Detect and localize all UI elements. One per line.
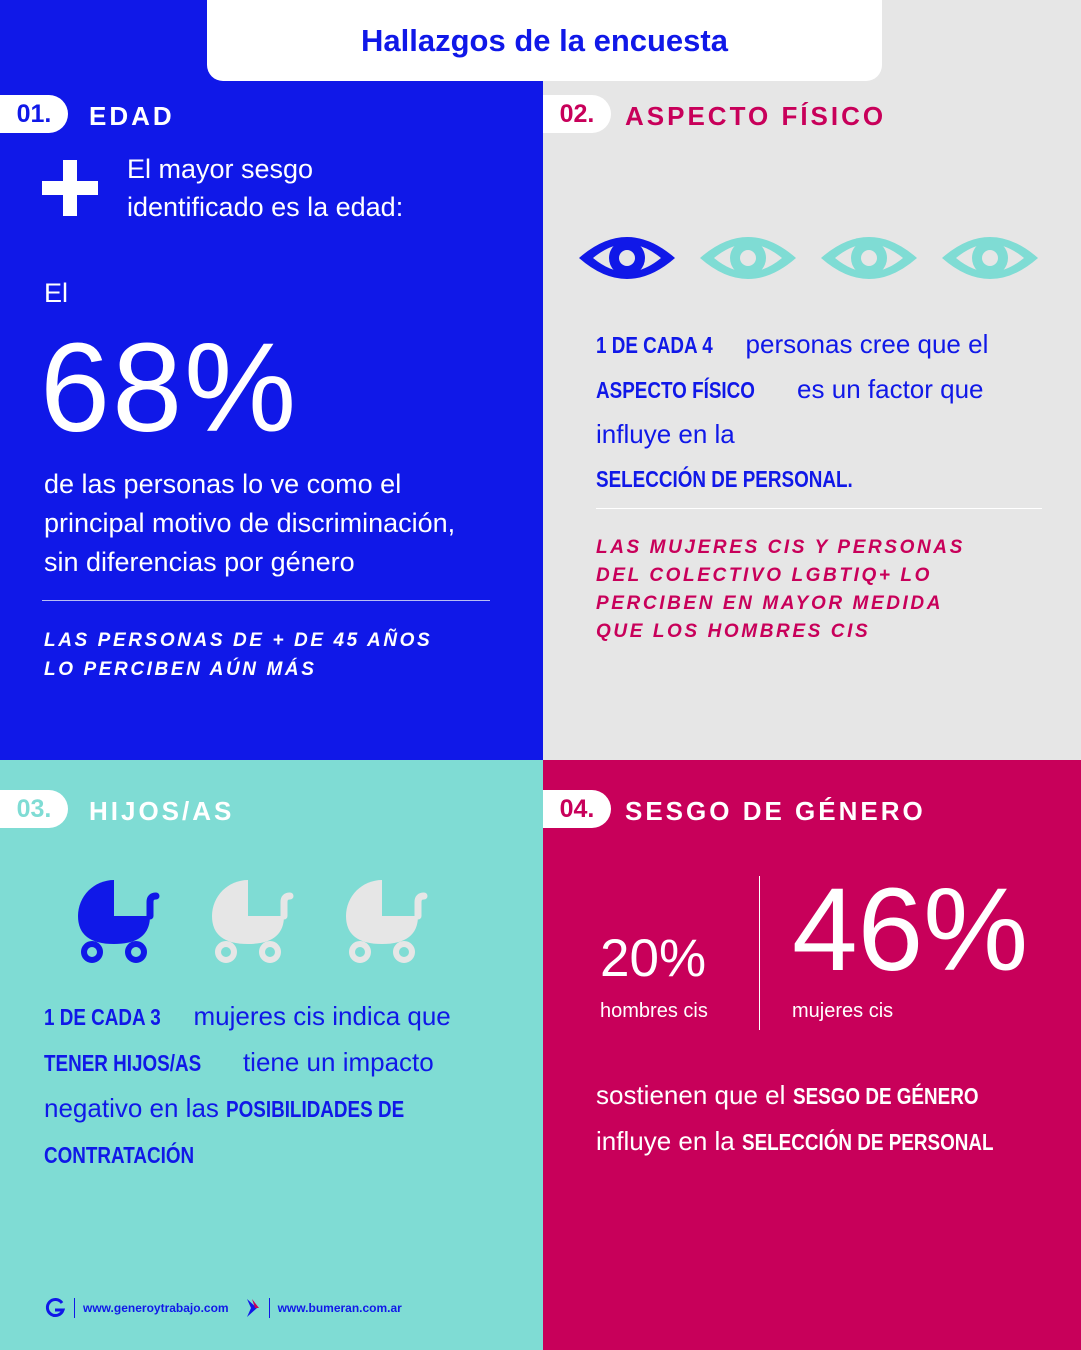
- divider: [596, 508, 1042, 509]
- section-number-01: 01.: [0, 95, 68, 133]
- aspecto-content: 1 DE CADA 4 personas cree que el ASPECTO…: [543, 0, 1081, 760]
- edad-lead-line: identificado es la edad:: [127, 192, 404, 222]
- section-number-02: 02.: [543, 95, 611, 133]
- edad-stat: 68%: [40, 317, 299, 458]
- section-title-hijos: HIJOS/AS: [89, 796, 235, 826]
- edad-lead-line: El mayor sesgo: [127, 154, 314, 184]
- text-span: es un factor que: [789, 374, 984, 404]
- aspecto-note-line: PERCIBEN EN MAYOR MEDIDA: [596, 593, 944, 614]
- edad-desc-line: principal motivo de discriminación,: [44, 508, 456, 538]
- edad-description: de las personas lo ve como el principal …: [44, 465, 524, 582]
- section-edad: [0, 0, 543, 760]
- section-hijos: [0, 760, 543, 1350]
- title-card: Hallazgos de la encuesta: [207, 0, 882, 81]
- edad-note-line: LO PERCIBEN AÚN MÁS: [44, 659, 317, 680]
- genero-text: sostienen que el SESGO DE GÉNERO influye…: [596, 1073, 1066, 1165]
- stroller-icon: [78, 880, 160, 963]
- highlight: SELECCIÓN DE PERSONAL.: [596, 466, 853, 492]
- generoytrabajo-logo-icon: [45, 1298, 66, 1317]
- stat-men: 20%: [600, 929, 707, 988]
- label-women: mujeres cis: [792, 1000, 894, 1022]
- highlight: SESGO DE GÉNERO: [792, 1083, 979, 1109]
- eye-icon: [821, 237, 917, 279]
- page-title: Hallazgos de la encuesta: [361, 22, 728, 58]
- section-title-genero: SESGO DE GÉNERO: [625, 796, 926, 826]
- highlight: 1 DE CADA 4: [596, 332, 713, 358]
- plus-icon: [42, 160, 98, 216]
- label-men: hombres cis: [600, 1000, 708, 1022]
- aspecto-note-line: DEL COLECTIVO LGBTIQ+ LO: [596, 565, 932, 586]
- footer-link-generoytrabajo[interactable]: www.generoytrabajo.com: [83, 1301, 229, 1315]
- stroller-icon: [346, 880, 428, 963]
- highlight: CONTRATACIÓN: [44, 1142, 195, 1168]
- edad-note: LAS PERSONAS DE + DE 45 AÑOS LO PERCIBEN…: [44, 626, 504, 684]
- edad-lead: El mayor sesgo identificado es la edad:: [127, 150, 507, 226]
- section-number-03: 03.: [0, 790, 68, 828]
- aspecto-note-line: QUE LOS HOMBRES CIS: [596, 621, 871, 642]
- highlight: ASPECTO FÍSICO: [596, 377, 755, 403]
- aspecto-text: 1 DE CADA 4 personas cree que el ASPECTO…: [596, 322, 1036, 501]
- text-span: mujeres cis indica que: [186, 1001, 451, 1031]
- aspecto-note: LAS MUJERES CIS Y PERSONAS DEL COLECTIVO…: [596, 534, 1016, 646]
- eye-icons: [579, 237, 1038, 279]
- edad-desc-line: sin diferencias por género: [44, 547, 355, 577]
- section-number-04: 04.: [543, 790, 611, 828]
- edad-desc-line: de las personas lo ve como el: [44, 469, 402, 499]
- hijos-text: 1 DE CADA 3 mujeres cis indica que TENER…: [44, 994, 504, 1178]
- stat-women: 46%: [792, 864, 1029, 996]
- divider: [42, 600, 490, 601]
- stroller-icons: [78, 880, 428, 963]
- highlight: 1 DE CADA 3: [44, 1004, 161, 1030]
- text-span: sostienen que el: [596, 1080, 793, 1110]
- section-title-edad: EDAD: [89, 101, 175, 131]
- divider: [759, 876, 760, 1030]
- footer: www.generoytrabajo.com www.bumeran.com.a…: [44, 1296, 418, 1320]
- section-aspecto-fisico: [543, 0, 1081, 760]
- stroller-icon: [212, 880, 294, 963]
- eye-icon: [700, 237, 796, 279]
- highlight: TENER HIJOS/AS: [44, 1050, 202, 1076]
- section-sesgo-genero: [543, 760, 1081, 1350]
- aspecto-note-line: LAS MUJERES CIS Y PERSONAS: [596, 537, 965, 558]
- footer-link-bumeran[interactable]: www.bumeran.com.ar: [277, 1301, 402, 1315]
- eye-icon: [579, 237, 675, 279]
- footer-separator: [74, 1298, 75, 1318]
- section-title-aspecto: ASPECTO FÍSICO: [625, 101, 887, 131]
- text-span: personas cree que el: [738, 329, 989, 359]
- bumeran-logo-icon: [246, 1299, 259, 1317]
- eye-icon: [942, 237, 1038, 279]
- footer-separator: [268, 1298, 270, 1318]
- text-span: influye en la: [596, 419, 735, 449]
- text-span: tiene un impacto: [235, 1047, 434, 1077]
- highlight: POSIBILIDADES DE: [226, 1096, 405, 1122]
- highlight: SELECCIÓN DE PERSONAL: [741, 1129, 994, 1155]
- text-span: influye en la: [596, 1126, 742, 1156]
- edad-prefix: El: [44, 278, 69, 308]
- edad-note-line: LAS PERSONAS DE + DE 45 AÑOS: [44, 630, 433, 651]
- text-span: negativo en las: [44, 1093, 227, 1123]
